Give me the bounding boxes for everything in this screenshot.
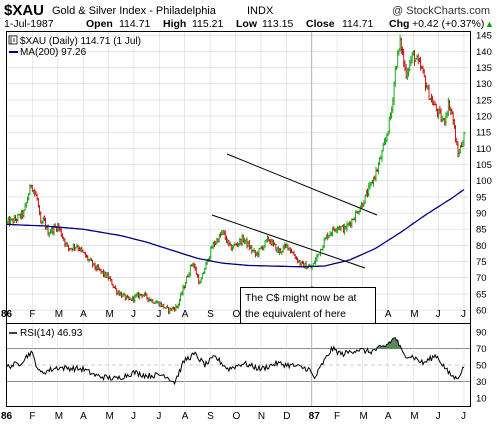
price-y-tick-label: 85 <box>476 225 487 236</box>
price-y-tick-label: 120 <box>476 112 492 123</box>
price-x-tick-label: J <box>131 309 136 320</box>
rsi-x-tick-label: S <box>207 411 214 422</box>
rsi-x-tick-label: A <box>80 411 87 422</box>
price-y-axis: 60 65 70 75 80 85 90 95 100 105 110 115 120 125 130 135… <box>476 31 492 317</box>
watermark: @ StockCharts.com <box>392 5 490 17</box>
price-x-tick-label: M <box>106 309 114 320</box>
price-y-tick-label: 70 <box>476 273 487 284</box>
price-x-tick-label: A <box>182 309 189 320</box>
ma200-line <box>6 189 465 268</box>
rsi-x-tick-label: 87 <box>309 411 321 422</box>
price-y-tick-label: 65 <box>476 289 487 300</box>
price-legend: $XAU (Daily) 114.71 (1 Jul) MA(200) 97.2… <box>8 35 141 58</box>
rsi-x-tick-label: M <box>106 411 114 422</box>
close-value: 114.71 <box>342 18 373 30</box>
rsi-x-tick-label: A <box>182 411 189 422</box>
rsi-legend: RSI(14) 46.93 <box>9 328 83 339</box>
price-x-tick-label: 86 <box>1 309 13 320</box>
price-y-tick-label: 80 <box>476 241 487 252</box>
high-label: High <box>163 18 186 30</box>
rsi-x-tick-label: 86 <box>1 411 13 422</box>
price-x-tick-label: A <box>385 309 392 320</box>
price-x-tick-label: J <box>461 309 466 320</box>
price-gridlines <box>7 32 470 323</box>
symbol-title: $XAU <box>4 2 44 19</box>
price-y-tick-label: 75 <box>476 257 487 268</box>
open-value: 114.71 <box>119 18 150 30</box>
price-y-tick-label: 105 <box>476 160 492 171</box>
price-y-tick-label: 145 <box>476 31 492 42</box>
price-y-tick-label: 95 <box>476 192 487 203</box>
price-y-tick-label: 125 <box>476 95 492 106</box>
rsi-overbought-fill <box>331 337 402 349</box>
price-y-tick-label: 90 <box>476 209 487 220</box>
price-y-tick-label: 60 <box>476 306 487 317</box>
rsi-x-tick-label: J <box>436 411 441 422</box>
annotation-line-2: the equivalent of here <box>245 308 346 320</box>
rsi-x-tick-label: F <box>334 411 340 422</box>
exchange-label: INDX <box>247 5 274 17</box>
price-x-tick-label: M <box>55 309 63 320</box>
rsi-x-tick-label: M <box>359 411 367 422</box>
rsi-x-tick-label: M <box>55 411 63 422</box>
price-x-tick-label: J <box>436 309 441 320</box>
open-label: Open <box>86 18 113 30</box>
price-panel-frame <box>6 31 471 324</box>
chg-value: +0.42 (+0.37%) <box>412 18 484 30</box>
price-y-tick-label: 140 <box>476 47 492 58</box>
price-y-tick-label: 115 <box>476 128 491 139</box>
quote-date: 1-Jul-1987 <box>4 18 54 30</box>
channel-lower-line <box>211 214 366 269</box>
rsi-panel-frame <box>6 323 471 407</box>
rsi-x-axis: 86 F M A M J J A S O N D 87 F M A M J J <box>1 411 466 422</box>
low-value: 113.15 <box>262 18 293 30</box>
price-x-tick-label: S <box>207 309 214 320</box>
chg-up-icon: ▲ <box>485 19 494 29</box>
rsi-x-tick-label: J <box>131 411 136 422</box>
rsi-y-tick-label: 10 <box>476 393 487 404</box>
chg-label: Chg <box>389 18 409 30</box>
price-bars <box>6 34 466 315</box>
price-x-tick-label: A <box>80 309 87 320</box>
rsi-x-tick-label: D <box>283 411 290 422</box>
price-x-tick-label: M <box>410 309 418 320</box>
rsi-y-tick-label: 90 <box>476 328 487 339</box>
price-y-tick-label: 135 <box>476 63 492 74</box>
low-label: Low <box>236 18 258 30</box>
price-x-tick-label: O <box>233 309 241 320</box>
rsi-y-axis: 10 30 50 70 90 <box>476 328 487 405</box>
rsi-line <box>6 337 465 386</box>
price-y-tick-label: 110 <box>476 144 491 155</box>
rsi-x-tick-label: O <box>233 411 241 422</box>
rsi-x-tick-label: A <box>385 411 392 422</box>
close-label: Close <box>306 18 335 30</box>
rsi-x-tick-label: J <box>461 411 466 422</box>
annotation-line-1: The C$ might now be at <box>245 292 357 304</box>
price-x-tick-label: J <box>156 309 161 320</box>
rsi-x-tick-label: J <box>156 411 161 422</box>
rsi-x-tick-label: M <box>410 411 418 422</box>
channel-upper-line <box>226 153 378 216</box>
price-y-tick-label: 100 <box>476 176 492 187</box>
high-value: 115.21 <box>192 18 223 30</box>
ma-legend-label: MA(200) 97.26 <box>20 47 87 58</box>
rsi-y-tick-label: 70 <box>476 344 487 355</box>
price-x-tick-label: F <box>29 309 35 320</box>
rsi-y-tick-label: 50 <box>476 361 487 372</box>
annotation-box <box>240 287 376 324</box>
price-legend-label: $XAU (Daily) 114.71 (1 Jul) <box>20 36 141 47</box>
rsi-y-tick-label: 30 <box>476 377 487 388</box>
rsi-legend-label: RSI(14) 46.93 <box>20 328 83 339</box>
price-y-tick-label: 130 <box>476 79 492 90</box>
index-name: Gold & Silver Index - Philadelphia <box>52 5 217 17</box>
rsi-x-tick-label: F <box>29 411 35 422</box>
legend-bar-swatch <box>8 35 18 45</box>
rsi-x-tick-label: N <box>258 411 265 422</box>
